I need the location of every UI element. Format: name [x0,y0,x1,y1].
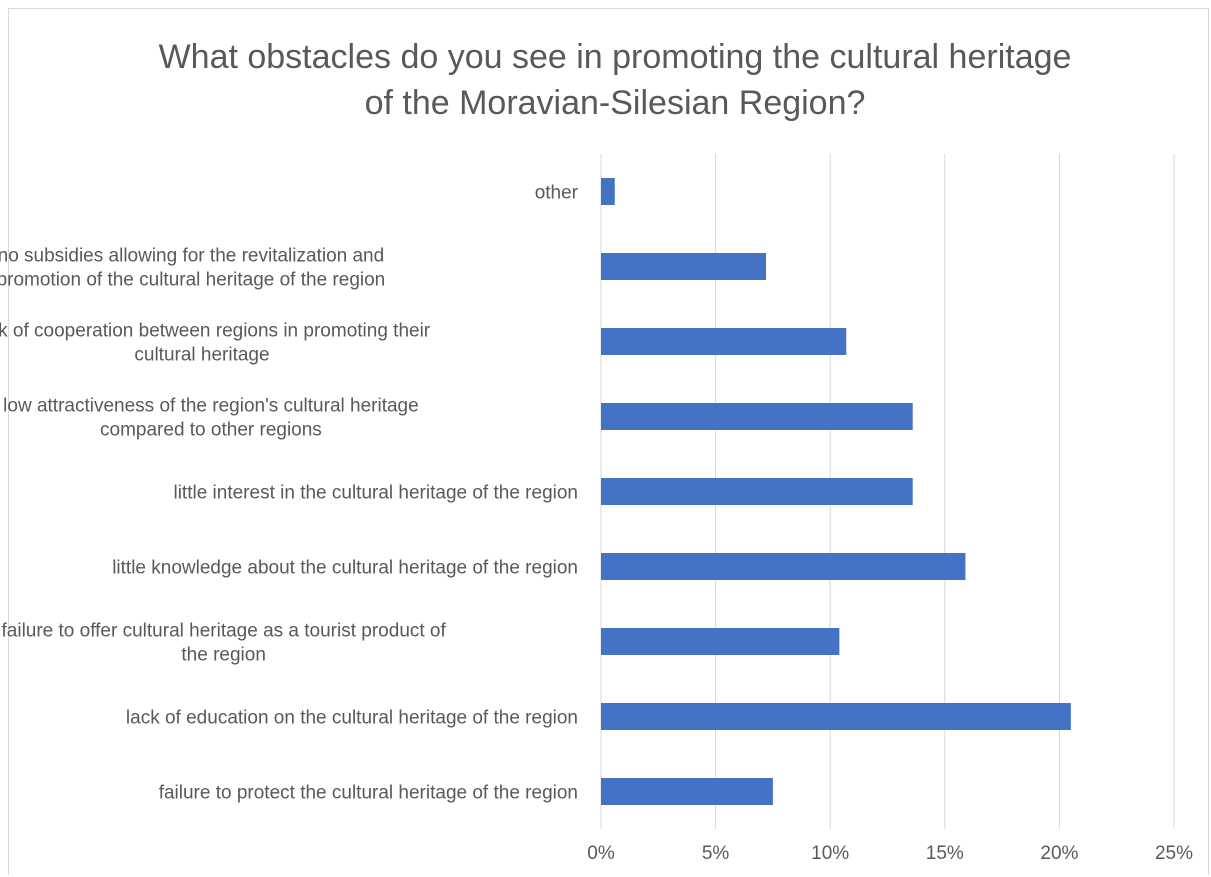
bar [601,328,847,355]
category-labels: other no subsidies allowing for the revit… [0,183,579,804]
x-axis-tick-labels: 0% 5% 10% 15% 20% 25% [587,843,1193,864]
bar [601,778,773,805]
category-label: little interest in the cultural heritage… [173,483,578,504]
bar [601,553,966,580]
bar [601,628,840,655]
category-label: other [535,183,579,204]
x-tick-label: 25% [1155,843,1193,864]
category-label-line: little knowledge about the cultural heri… [112,558,578,579]
category-label: little knowledge about the cultural heri… [112,558,578,579]
category-label-line: the region [181,645,266,666]
x-tick-label: 5% [702,843,730,864]
category-label: failure to protect the cultural heritage… [159,783,578,804]
category-label-line: compared to other regions [100,420,322,441]
category-label: lack of cooperation between regions in p… [0,321,431,366]
x-tick-label: 20% [1040,843,1078,864]
category-label-line: other [535,183,579,204]
category-label: failure to offer cultural heritage as a … [2,621,447,666]
chart-title-line-2: of the Moravian-Silesian Region? [364,84,866,122]
category-label-line: promotion of the cultural heritage of th… [0,270,385,291]
category-label-line: lack of cooperation between regions in p… [0,321,431,342]
category-label-line: lack of education on the cultural herita… [126,708,578,729]
bar [601,703,1071,730]
x-tick-label: 0% [587,843,615,864]
category-label: no subsidies allowing for the revitaliza… [0,246,385,291]
bar [601,403,913,430]
bar [601,178,615,205]
x-tick-label: 15% [926,843,964,864]
x-tick-label: 10% [811,843,849,864]
chart-title-line-1: What obstacles do you see in promoting t… [158,38,1072,76]
category-label-line: failure to protect the cultural heritage… [159,783,578,804]
bar [601,478,913,505]
category-label-line: no subsidies allowing for the revitaliza… [0,246,384,267]
bars [601,178,1071,805]
category-label-line: little interest in the cultural heritage… [173,483,578,504]
category-label: lack of education on the cultural herita… [126,708,578,729]
bar [601,253,767,280]
category-label-line: failure to offer cultural heritage as a … [2,621,447,642]
category-label: low attractiveness of the region's cultu… [3,396,419,441]
category-label-line: low attractiveness of the region's cultu… [3,396,419,417]
category-label-line: cultural heritage [134,345,269,366]
chart-frame [8,8,1209,875]
chart-title: What obstacles do you see in promoting t… [0,34,1211,126]
